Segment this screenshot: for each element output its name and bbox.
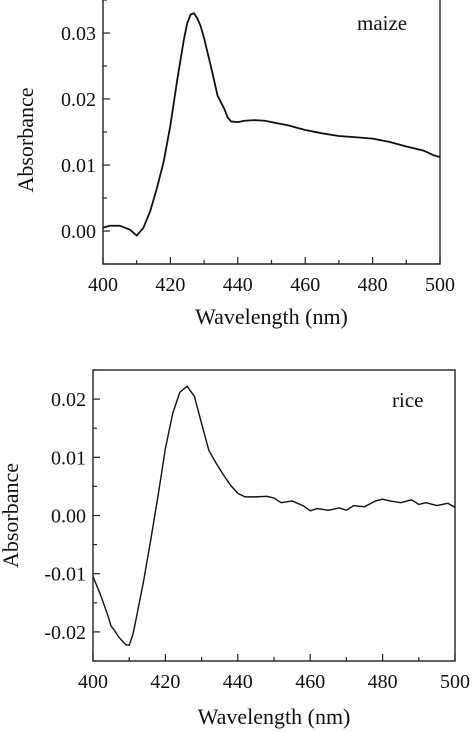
series-line-rice — [92, 385, 456, 646]
y-tick-label: 0.01 — [51, 447, 86, 469]
y-axis-title: Absorbance — [13, 87, 38, 192]
x-tick-label: 420 — [150, 671, 180, 693]
x-axis-title: Wavelength (nm) — [195, 304, 348, 329]
y-axis-title: Absorbance — [0, 463, 23, 568]
y-tick-label: -0.01 — [44, 564, 86, 586]
x-tick-label: 400 — [88, 274, 118, 296]
y-tick-label: 0.03 — [61, 23, 96, 45]
x-tick-label: 460 — [290, 274, 320, 296]
series-line-maize — [102, 12, 441, 237]
y-tick-label: 0.01 — [61, 155, 96, 177]
chart-panel-maize: 400 420 440 460 480 500 0.00 0.01 0.02 0.03 Wavele… — [13, 0, 455, 329]
x-axis-title: Wavelength (nm) — [198, 704, 351, 729]
plot-frame — [92, 369, 456, 662]
y-tick-label: 0.02 — [61, 89, 96, 111]
panel-label: maize — [357, 11, 407, 35]
y-tick-label: -0.02 — [44, 622, 86, 644]
x-tick-label: 440 — [223, 274, 253, 296]
y-tick-label: 0.00 — [51, 506, 86, 528]
y-tick-label: 0.00 — [61, 221, 96, 243]
chart-panel-rice: 400 420 440 460 480 500 -0.02 -0.01 0.00 0.01 0.02… — [0, 369, 470, 729]
plot-frame — [102, 0, 441, 265]
x-tick-label: 400 — [78, 671, 108, 693]
x-tick-label: 420 — [155, 274, 185, 296]
y-tick-label: 0.02 — [51, 389, 86, 411]
x-tick-label: 500 — [425, 274, 455, 296]
x-tick-label: 440 — [223, 671, 253, 693]
x-tick-label: 460 — [295, 671, 325, 693]
x-tick-label: 500 — [440, 671, 470, 693]
x-tick-label: 480 — [358, 274, 388, 296]
panel-label: rice — [392, 388, 423, 412]
x-tick-label: 480 — [368, 671, 398, 693]
